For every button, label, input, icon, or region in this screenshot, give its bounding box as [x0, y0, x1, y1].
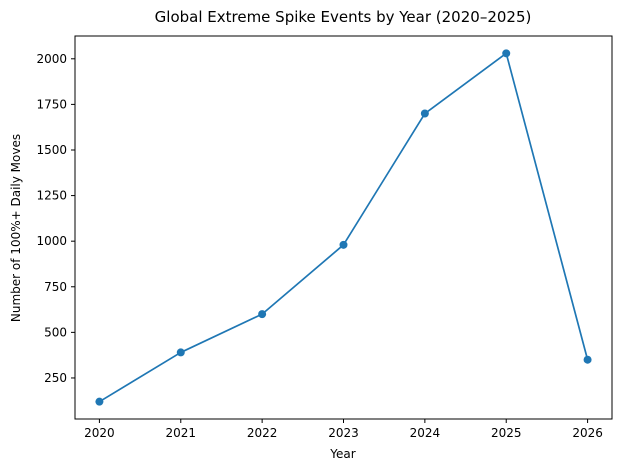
- data-point-marker: [339, 240, 348, 249]
- data-point-marker: [420, 109, 429, 118]
- data-point-marker: [176, 348, 185, 357]
- y-tick-label: 1750: [36, 97, 67, 111]
- y-tick-label: 500: [44, 325, 67, 339]
- y-tick-label: 250: [44, 371, 67, 385]
- y-tick-label: 2000: [36, 52, 67, 66]
- x-tick-label: 2026: [572, 426, 603, 440]
- plot-area: 2020 2021 2022 2023 2024 2025 2026 250 500 750 100…: [36, 35, 613, 440]
- y-tick-label: 750: [44, 280, 67, 294]
- x-tick-label: 2024: [410, 426, 441, 440]
- x-axis-label: Year: [329, 447, 355, 461]
- data-line: [98, 52, 589, 403]
- y-axis-label: Number of 100%+ Daily Moves: [9, 134, 23, 322]
- chart-title: Global Extreme Spike Events by Year (202…: [155, 8, 532, 26]
- x-tick-label: 2021: [165, 426, 196, 440]
- data-point-marker: [95, 397, 104, 406]
- y-tick-label: 1500: [36, 143, 67, 157]
- x-tick-label: 2025: [491, 426, 522, 440]
- x-tick-label: 2020: [84, 426, 115, 440]
- data-point-marker: [258, 310, 267, 319]
- data-point-marker: [502, 49, 511, 58]
- y-tick-label: 1250: [36, 189, 67, 203]
- axes-spines: [74, 35, 613, 420]
- x-tick-label: 2023: [328, 426, 359, 440]
- x-tick-label: 2022: [247, 426, 278, 440]
- data-point-marker: [583, 355, 592, 364]
- y-tick-label: 1000: [36, 234, 67, 248]
